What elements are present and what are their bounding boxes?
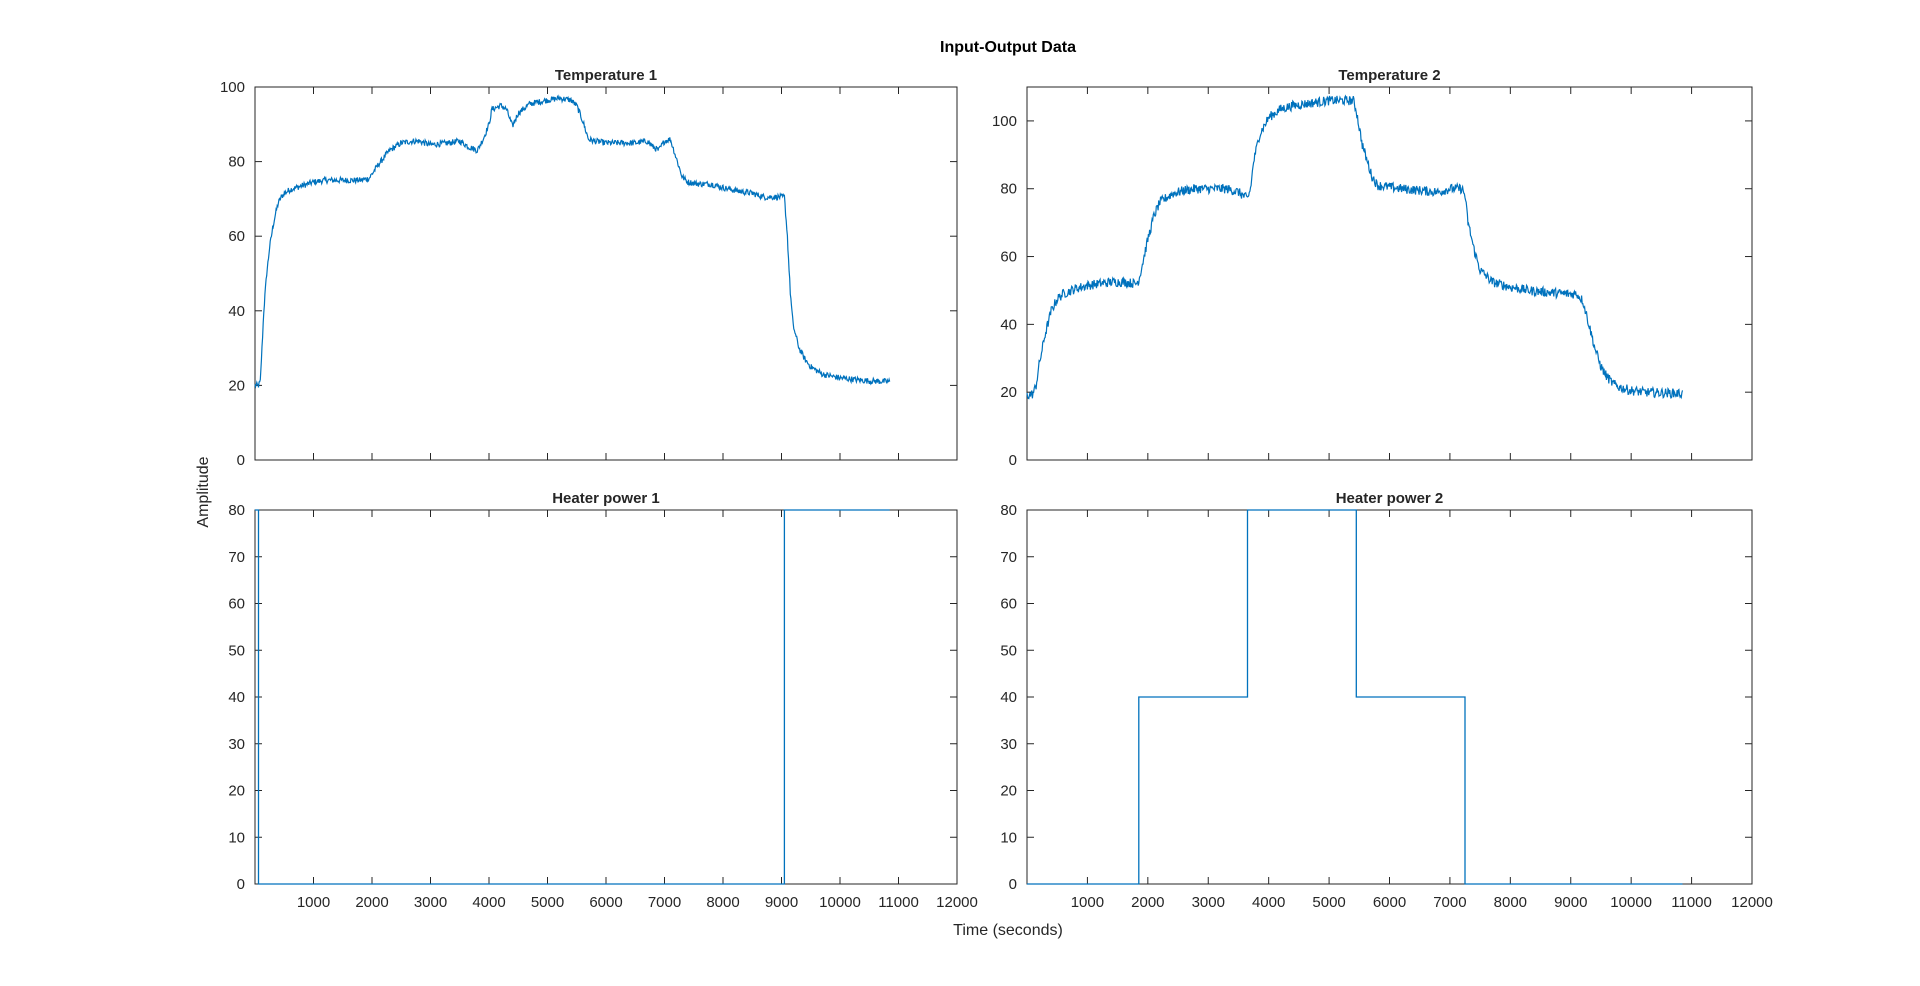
x-tick-label: 12000: [1731, 894, 1773, 911]
plot-area: [1026, 86, 1753, 461]
y-tick-label: 60: [228, 596, 245, 613]
x-tick-label: 9000: [1554, 894, 1587, 911]
y-tick-label: 0: [237, 876, 245, 893]
x-tick-label: 6000: [589, 894, 622, 911]
series-line: [255, 509, 890, 885]
subplot-title: Heater power 1: [552, 490, 660, 507]
x-axis-label: Time (seconds): [953, 922, 1063, 939]
x-tick-label: 10000: [819, 894, 861, 911]
y-ticks: 0 20 40 60 80 100: [992, 113, 1752, 469]
x-tick-label: 3000: [1192, 894, 1225, 911]
y-tick-label: 20: [228, 377, 245, 394]
y-tick-label: 50: [228, 642, 245, 659]
plot-area: [254, 86, 958, 461]
y-tick-label: 0: [1009, 876, 1017, 893]
series-line: [1027, 509, 1683, 885]
x-tick-label: 7000: [648, 894, 681, 911]
subplot-title: Temperature 2: [1338, 67, 1440, 84]
series-line: [1026, 94, 1684, 400]
y-tick-label: 30: [228, 736, 245, 753]
x-tick-label: 11000: [1671, 894, 1712, 911]
y-axis-label: Amplitude: [195, 456, 212, 527]
y-tick-label: 100: [992, 113, 1017, 130]
y-tick-label: 100: [220, 79, 245, 96]
subplot-title: Temperature 1: [555, 67, 657, 84]
plot-temperature-1: 0 20 40 60 80 100 Temperature 1: [220, 67, 958, 469]
x-tick-label: 2000: [355, 894, 388, 911]
x-tick-label: 2000: [1131, 894, 1164, 911]
y-ticks: 0 20 40 60 80 100: [220, 79, 957, 469]
figure-title: Input-Output Data: [940, 39, 1076, 56]
y-ticks: 0 10 20 30 40 50 60 70 80: [228, 502, 957, 893]
x-tick-label: 11000: [878, 894, 919, 911]
y-tick-label: 10: [228, 829, 245, 846]
y-tick-label: 80: [1000, 181, 1017, 198]
y-tick-label: 40: [228, 303, 245, 320]
y-tick-label: 40: [1000, 316, 1017, 333]
x-tick-label: 7000: [1433, 894, 1466, 911]
x-tick-label: 4000: [1252, 894, 1285, 911]
y-ticks: 0 10 20 30 40 50 60 70 80: [1000, 502, 1752, 893]
y-tick-label: 60: [228, 228, 245, 245]
x-tick-label: 8000: [706, 894, 739, 911]
y-tick-label: 50: [1000, 642, 1017, 659]
y-tick-label: 0: [1009, 452, 1017, 469]
x-ticks: 1000 2000 3000 4000 5000 6000 7000 8000 9000 1000…: [297, 510, 978, 911]
y-tick-label: 10: [1000, 829, 1017, 846]
y-tick-label: 70: [228, 549, 245, 566]
y-tick-label: 40: [228, 689, 245, 706]
plot-heater-power-1: 1000 2000 3000 4000 5000 6000 7000 8000 9000 1000…: [228, 490, 978, 911]
y-tick-label: 80: [228, 502, 245, 519]
plot-area: [254, 509, 958, 885]
y-tick-label: 60: [1000, 596, 1017, 613]
y-tick-label: 20: [1000, 384, 1017, 401]
y-tick-label: 0: [237, 452, 245, 469]
x-tick-label: 1000: [1071, 894, 1104, 911]
y-tick-label: 60: [1000, 249, 1017, 266]
x-tick-label: 1000: [297, 894, 330, 911]
x-tick-label: 4000: [472, 894, 505, 911]
x-tick-label: 3000: [414, 894, 447, 911]
y-tick-label: 20: [228, 783, 245, 800]
y-tick-label: 20: [1000, 783, 1017, 800]
x-tick-label: 5000: [531, 894, 564, 911]
y-tick-label: 70: [1000, 549, 1017, 566]
x-tick-label: 10000: [1610, 894, 1652, 911]
y-tick-label: 30: [1000, 736, 1017, 753]
y-tick-label: 80: [1000, 502, 1017, 519]
x-ticks: 1000 2000 3000 4000 5000 6000 7000 8000 9000 1000…: [1071, 510, 1773, 911]
plot-heater-power-2: 1000 2000 3000 4000 5000 6000 7000 8000 9000 1000…: [1000, 490, 1773, 911]
x-tick-label: 9000: [765, 894, 798, 911]
y-tick-label: 40: [1000, 689, 1017, 706]
x-tick-label: 8000: [1494, 894, 1527, 911]
y-tick-label: 80: [228, 154, 245, 171]
x-ticks: [313, 87, 958, 460]
x-ticks: [1086, 87, 1753, 460]
series-line: [254, 94, 891, 389]
x-tick-label: 12000: [936, 894, 978, 911]
x-tick-label: 6000: [1373, 894, 1406, 911]
subplot-title: Heater power 2: [1336, 490, 1444, 507]
x-tick-label: 5000: [1312, 894, 1345, 911]
plot-temperature-2: 0 20 40 60 80 100 Temperature 2: [992, 67, 1753, 469]
